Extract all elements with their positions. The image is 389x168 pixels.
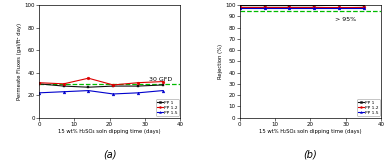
- Line: PP 1.2: PP 1.2: [238, 5, 365, 8]
- Line: PP 1: PP 1: [238, 4, 365, 7]
- PP 1.2: [336, 6, 341, 8]
- PP 1.5: [361, 7, 366, 9]
- PP 1.5: [111, 93, 116, 95]
- Line: PP 1.2: PP 1.2: [37, 77, 164, 86]
- PP 1: [136, 85, 140, 87]
- PP 1.2: [312, 6, 316, 8]
- PP 1: [61, 85, 66, 87]
- Line: PP 1.5: PP 1.5: [238, 6, 365, 9]
- PP 1.2: [61, 83, 66, 85]
- PP 1.2: [111, 84, 116, 86]
- PP 1.5: [237, 7, 242, 9]
- Y-axis label: Permeate Fluxes (gal/ft² day): Permeate Fluxes (gal/ft² day): [17, 23, 22, 100]
- PP 1.5: [336, 7, 341, 9]
- Legend: PP 1, PP 1.2, PP 1.5: PP 1, PP 1.2, PP 1.5: [357, 99, 380, 116]
- PP 1: [160, 84, 165, 86]
- PP 1: [262, 5, 267, 7]
- Y-axis label: Rejection (%): Rejection (%): [218, 44, 223, 79]
- PP 1: [111, 85, 116, 87]
- PP 1.2: [262, 6, 267, 8]
- Line: PP 1.5: PP 1.5: [37, 89, 164, 95]
- PP 1.2: [136, 82, 140, 84]
- PP 1.2: [237, 6, 242, 8]
- PP 1: [237, 5, 242, 7]
- Text: 30 GFD: 30 GFD: [149, 77, 172, 82]
- X-axis label: 15 wt% H₂SO₄ soln dipping time (days): 15 wt% H₂SO₄ soln dipping time (days): [259, 129, 362, 134]
- Text: (b): (b): [304, 150, 317, 160]
- PP 1: [287, 5, 292, 7]
- PP 1.2: [287, 6, 292, 8]
- PP 1.5: [262, 7, 267, 9]
- X-axis label: 15 wt% H₂SO₄ soln dipping time (days): 15 wt% H₂SO₄ soln dipping time (days): [58, 129, 161, 134]
- PP 1: [312, 5, 316, 7]
- PP 1.5: [312, 7, 316, 9]
- PP 1.5: [86, 90, 91, 92]
- PP 1.2: [37, 82, 41, 84]
- PP 1.5: [136, 92, 140, 94]
- PP 1.2: [160, 81, 165, 83]
- Legend: PP 1, PP 1.2, PP 1.5: PP 1, PP 1.2, PP 1.5: [156, 99, 179, 116]
- PP 1.2: [86, 77, 91, 79]
- PP 1.5: [160, 90, 165, 92]
- PP 1.5: [61, 91, 66, 93]
- PP 1: [361, 5, 366, 7]
- PP 1: [86, 86, 91, 88]
- PP 1: [336, 4, 341, 6]
- PP 1: [37, 83, 41, 85]
- Text: > 95%: > 95%: [335, 17, 356, 22]
- PP 1.5: [37, 92, 41, 94]
- PP 1.5: [287, 7, 292, 9]
- Text: (a): (a): [103, 150, 116, 160]
- PP 1.2: [361, 6, 366, 8]
- Line: PP 1: PP 1: [37, 82, 164, 89]
